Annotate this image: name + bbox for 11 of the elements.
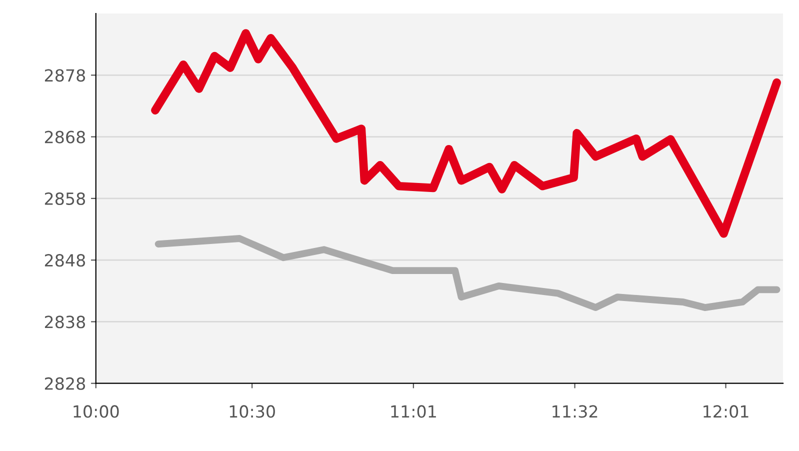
- x-tick-label: 11:32: [552, 405, 598, 418]
- x-tick-label: 11:01: [391, 405, 436, 418]
- y-tick-label: 2828: [44, 377, 86, 390]
- y-tick-label: 2878: [44, 69, 86, 82]
- x-tick-label: 12:01: [704, 405, 748, 418]
- y-tick-label: 2848: [44, 254, 86, 267]
- y-tick-label: 2858: [44, 192, 86, 206]
- x-tick-label: 10:00: [74, 405, 119, 418]
- y-tick-label: 2838: [44, 316, 86, 328]
- y-tick-label: 2868: [44, 130, 86, 144]
- x-tick-label: 10:30: [230, 405, 275, 418]
